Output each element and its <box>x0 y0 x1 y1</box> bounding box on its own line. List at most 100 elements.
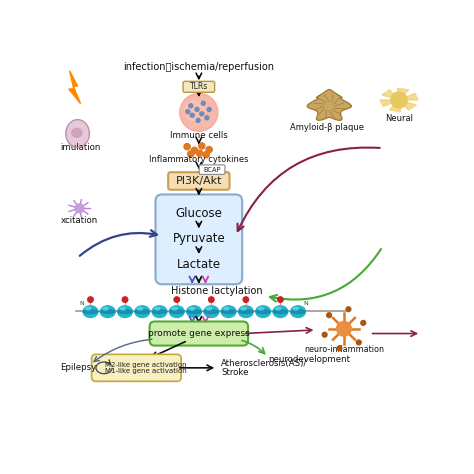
Circle shape <box>174 297 180 302</box>
Text: N: N <box>304 301 309 306</box>
Ellipse shape <box>187 310 201 313</box>
Circle shape <box>203 152 210 158</box>
Text: M2-like gene activation: M2-like gene activation <box>105 362 186 368</box>
Text: infection，ischemia/reperfusion: infection，ischemia/reperfusion <box>123 62 274 72</box>
Circle shape <box>356 340 361 345</box>
Ellipse shape <box>293 308 299 310</box>
Polygon shape <box>382 90 399 100</box>
Ellipse shape <box>221 310 236 313</box>
Text: M1-like gene activation: M1-like gene activation <box>105 368 186 374</box>
Ellipse shape <box>152 306 167 318</box>
FancyBboxPatch shape <box>183 82 215 92</box>
Ellipse shape <box>103 308 108 310</box>
FancyBboxPatch shape <box>155 194 242 284</box>
Ellipse shape <box>170 310 184 313</box>
Circle shape <box>191 147 198 154</box>
Circle shape <box>200 112 204 116</box>
FancyBboxPatch shape <box>91 355 181 382</box>
Ellipse shape <box>137 308 143 310</box>
Ellipse shape <box>273 310 288 313</box>
Ellipse shape <box>100 310 115 313</box>
Polygon shape <box>69 71 81 104</box>
Circle shape <box>201 101 205 105</box>
Circle shape <box>361 320 365 325</box>
Ellipse shape <box>100 306 115 318</box>
Ellipse shape <box>224 308 229 310</box>
Circle shape <box>180 93 218 131</box>
Circle shape <box>185 100 205 121</box>
Circle shape <box>88 297 93 302</box>
Ellipse shape <box>83 310 98 313</box>
Ellipse shape <box>152 310 167 313</box>
Polygon shape <box>66 119 90 147</box>
Ellipse shape <box>86 308 91 310</box>
Circle shape <box>391 92 407 108</box>
Polygon shape <box>398 88 409 100</box>
Text: promote gene express: promote gene express <box>148 329 250 338</box>
Text: xcitation: xcitation <box>60 216 98 225</box>
Circle shape <box>190 113 194 117</box>
Text: Stroke: Stroke <box>221 368 248 377</box>
Ellipse shape <box>120 308 126 310</box>
Polygon shape <box>380 100 399 107</box>
Ellipse shape <box>204 306 219 318</box>
Text: Inflammatory cytokines: Inflammatory cytokines <box>149 155 248 164</box>
Circle shape <box>327 313 331 318</box>
Ellipse shape <box>189 308 194 310</box>
Text: Amyloid-β plaque: Amyloid-β plaque <box>291 123 365 132</box>
Circle shape <box>337 321 351 336</box>
Ellipse shape <box>238 310 253 313</box>
Circle shape <box>322 332 327 337</box>
Ellipse shape <box>275 308 281 310</box>
Ellipse shape <box>291 310 305 313</box>
Ellipse shape <box>238 306 253 318</box>
Text: Immune cells: Immune cells <box>170 131 228 140</box>
Circle shape <box>75 204 84 213</box>
Circle shape <box>184 144 190 150</box>
Circle shape <box>207 108 211 111</box>
Circle shape <box>278 297 283 302</box>
Circle shape <box>209 297 214 302</box>
Ellipse shape <box>155 308 160 310</box>
Text: Histone lactylation: Histone lactylation <box>172 286 263 296</box>
Text: Glucose: Glucose <box>175 207 222 219</box>
Circle shape <box>337 346 342 351</box>
Polygon shape <box>307 90 351 120</box>
Ellipse shape <box>135 310 150 313</box>
Ellipse shape <box>241 308 246 310</box>
Circle shape <box>346 307 351 311</box>
Ellipse shape <box>118 310 132 313</box>
Ellipse shape <box>170 306 184 318</box>
Ellipse shape <box>291 306 305 318</box>
Text: imulation: imulation <box>60 143 101 152</box>
Polygon shape <box>399 100 416 110</box>
Text: neuro-inflammation: neuro-inflammation <box>304 345 384 354</box>
Polygon shape <box>399 93 418 100</box>
Circle shape <box>199 143 205 149</box>
Ellipse shape <box>256 306 271 318</box>
Ellipse shape <box>172 308 177 310</box>
Text: PI3K/Akt: PI3K/Akt <box>175 176 222 186</box>
Circle shape <box>206 146 212 153</box>
Ellipse shape <box>118 306 132 318</box>
FancyBboxPatch shape <box>199 165 225 174</box>
Text: N: N <box>79 301 84 306</box>
Circle shape <box>186 109 190 114</box>
Ellipse shape <box>258 308 264 310</box>
Text: BCAP: BCAP <box>203 167 221 173</box>
Ellipse shape <box>135 306 150 318</box>
Polygon shape <box>390 100 401 111</box>
Text: TLRs: TLRs <box>190 82 208 91</box>
Text: Lactate: Lactate <box>177 258 221 272</box>
Circle shape <box>189 104 193 108</box>
Circle shape <box>243 297 249 302</box>
Circle shape <box>195 108 199 111</box>
Text: neurodevelopment: neurodevelopment <box>269 355 351 364</box>
Circle shape <box>196 118 200 122</box>
Circle shape <box>122 297 128 302</box>
Ellipse shape <box>221 306 236 318</box>
Ellipse shape <box>187 306 201 318</box>
Ellipse shape <box>273 306 288 318</box>
Text: Pyruvate: Pyruvate <box>173 232 225 245</box>
Ellipse shape <box>256 310 271 313</box>
